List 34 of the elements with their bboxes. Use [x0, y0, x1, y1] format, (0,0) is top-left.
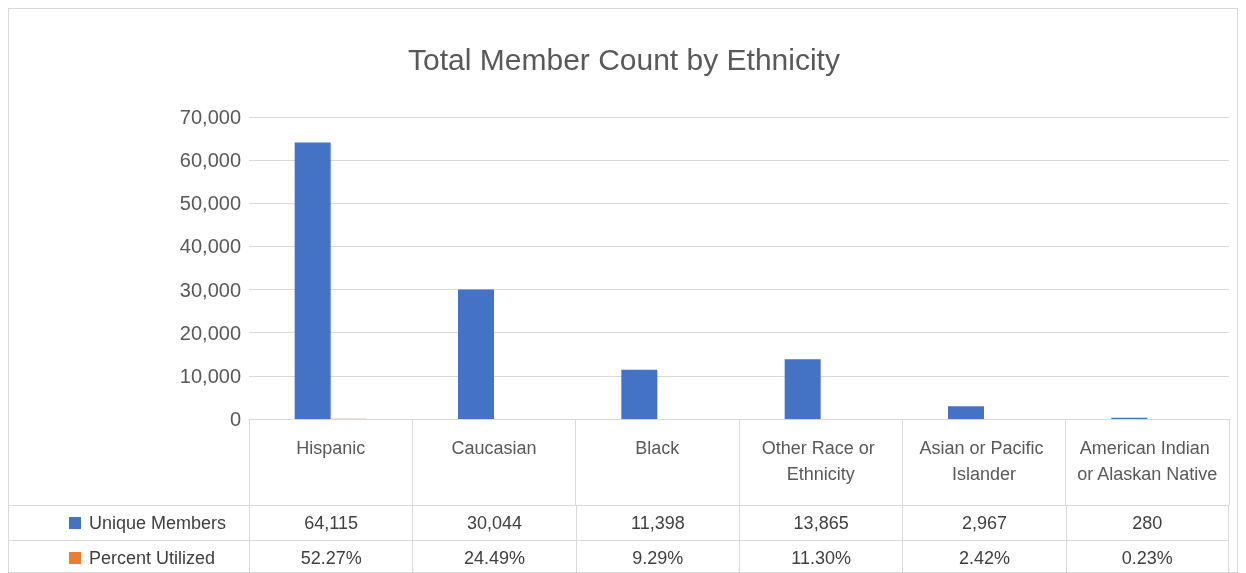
y-tick-label: 40,000: [179, 235, 241, 258]
x-tick-label: Asian or Pacific Islander: [919, 438, 1049, 484]
y-tick-label: 70,000: [179, 106, 241, 128]
bar: [458, 289, 494, 419]
data-label: 2,967: [902, 506, 1066, 540]
bar: [948, 406, 984, 419]
y-tick-label: 50,000: [179, 192, 241, 215]
y-tick-label: 10,000: [179, 364, 241, 387]
x-tick-label: Black: [635, 438, 681, 458]
data-label: 30,044: [412, 506, 576, 540]
data-label: 13,865: [738, 506, 903, 540]
data-label: 11.30%: [738, 541, 903, 573]
y-tick-label: 20,000: [179, 321, 241, 344]
data-label: 64,115: [249, 506, 413, 540]
chart-title: Total Member Count by Ethnicity: [408, 42, 840, 76]
legend-label: Unique Members: [89, 512, 227, 534]
x-tick-label: American Indian or Alaskan Native: [1077, 438, 1218, 484]
data-label: 280: [1065, 506, 1229, 540]
bar: [621, 369, 658, 419]
data-label: 52.27%: [249, 541, 413, 573]
y-tick-label: 0: [229, 408, 241, 430]
y-tick-label: 60,000: [179, 149, 241, 172]
bar: [294, 142, 331, 419]
x-tick-label: Caucasian: [451, 438, 537, 458]
x-tick-label: Other Race or Ethnicity: [761, 438, 880, 484]
legend-label: Percent Utilized: [89, 547, 216, 569]
y-tick-label: 30,000: [179, 278, 241, 301]
data-label: 2.42%: [902, 541, 1066, 573]
data-label: 0.23%: [1065, 541, 1229, 573]
x-tick-label: Hispanic: [296, 438, 366, 458]
data-label: 9.29%: [575, 541, 739, 573]
bar: [784, 359, 821, 419]
data-label: 24.49%: [412, 541, 576, 573]
data-label: 11,398: [575, 506, 739, 540]
